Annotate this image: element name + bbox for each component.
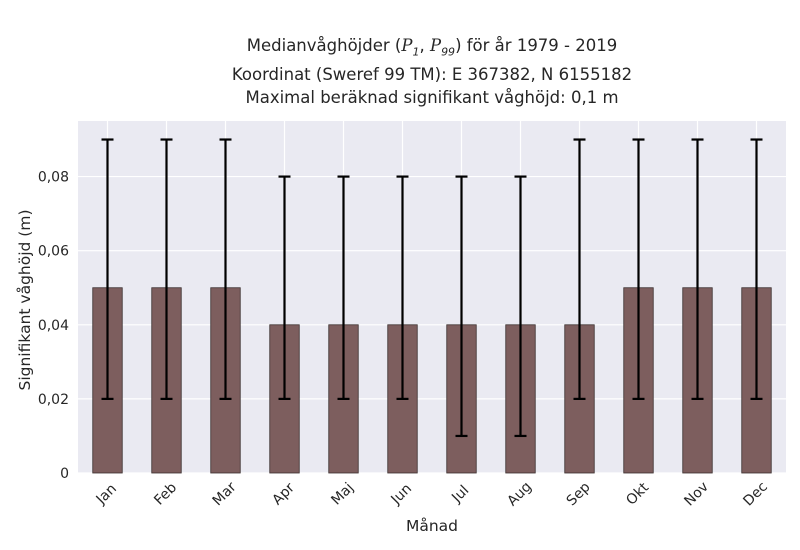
error-bar-maj bbox=[337, 175, 350, 400]
error-bar-sep bbox=[573, 138, 586, 400]
error-bar-mar bbox=[219, 138, 232, 400]
y-tick-label: 0,06 bbox=[38, 244, 69, 260]
y-tick-label: 0 bbox=[60, 466, 69, 482]
x-tick-label: Apr bbox=[269, 480, 298, 509]
y-tick-label: 0,02 bbox=[38, 392, 69, 408]
error-bar-nov bbox=[691, 138, 704, 400]
x-tick-label: Jan bbox=[93, 481, 120, 508]
error-bar-okt bbox=[632, 138, 645, 400]
x-tick-label: Feb bbox=[151, 480, 180, 509]
x-tick-label: Mar bbox=[210, 479, 240, 509]
x-tick-label: Dec bbox=[740, 479, 770, 509]
y-tick-label: 0,04 bbox=[38, 318, 69, 334]
x-tick-label: Sep bbox=[564, 479, 594, 509]
x-axis-label: Månad bbox=[406, 517, 458, 535]
error-bar-jul bbox=[455, 175, 468, 438]
error-bar-dec bbox=[750, 138, 763, 400]
error-bar-aug bbox=[514, 175, 527, 438]
y-tick-label: 0,08 bbox=[38, 170, 69, 186]
title-line-2: Koordinat (Sweref 99 TM): E 367382, N 61… bbox=[231, 65, 633, 85]
x-axis-ticks: Jan Feb Mar Apr Maj Jun Jul Aug Sep Okt Nov Dec bbox=[93, 479, 771, 510]
error-bar-feb bbox=[160, 138, 173, 400]
y-axis-label: Signifikant våghöjd (m) bbox=[16, 210, 34, 391]
error-bar-jun bbox=[396, 175, 409, 400]
error-bars bbox=[101, 138, 763, 438]
title-line-1: Medianvåghöjder (P1, P99) för år 1979 - … bbox=[246, 36, 618, 59]
x-tick-label: Okt bbox=[623, 479, 652, 508]
title-line-3: Maximal beräknad signifikant våghöjd: 0,… bbox=[245, 88, 619, 108]
x-tick-label: Nov bbox=[681, 479, 712, 510]
x-tick-label: Aug bbox=[504, 479, 535, 510]
x-tick-label: Jul bbox=[448, 483, 472, 507]
error-bar-jan bbox=[101, 138, 114, 400]
chart-title: Medianvåghöjder (P1, P99) för år 1979 - … bbox=[0, 34, 800, 109]
x-tick-label: Maj bbox=[328, 480, 357, 509]
y-axis-ticks: 0 0,02 0,04 0,06 0,08 bbox=[38, 170, 69, 482]
x-tick-label: Jun bbox=[388, 481, 415, 508]
plot-area bbox=[78, 121, 786, 473]
error-bar-apr bbox=[278, 175, 291, 400]
